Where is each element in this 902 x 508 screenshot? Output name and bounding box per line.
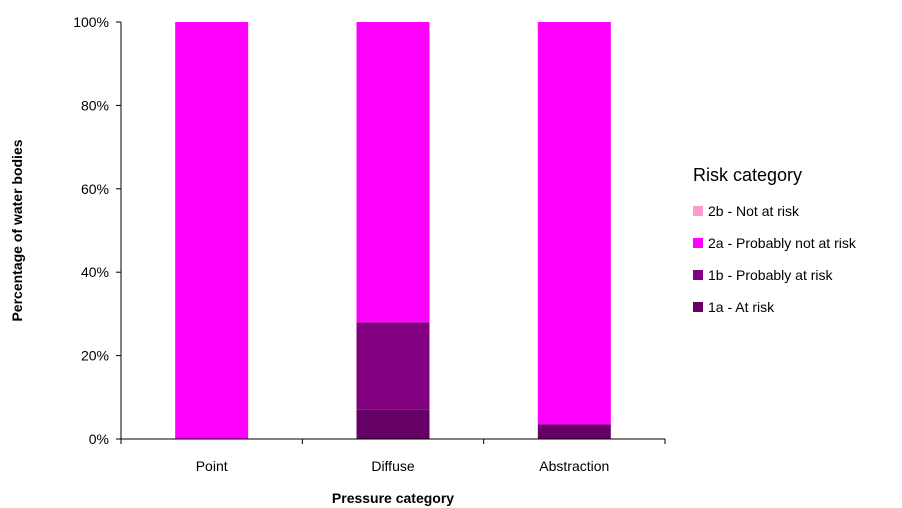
legend-title: Risk category — [693, 165, 802, 185]
legend-swatch-1a — [693, 302, 703, 312]
y-tick-label: 20% — [81, 348, 109, 364]
legend-swatch-2a — [693, 238, 703, 248]
x-ticks: Point Diffuse Abstraction — [120, 439, 666, 474]
bar-segment-1b — [356, 322, 430, 410]
y-tick-label: 80% — [81, 97, 109, 113]
bar-segment-1a — [356, 409, 430, 439]
legend-label-1a: 1a - At risk — [708, 299, 775, 315]
axes-layer: 0% 20% 40% 60% 80% 100% Point Diffuse Abstracti… — [73, 14, 666, 474]
y-tick-label: 60% — [81, 181, 109, 197]
y-tick-label: 40% — [81, 264, 109, 280]
bar-segment-2a — [356, 22, 430, 323]
legend-label-1b: 1b - Probably at risk — [708, 267, 833, 283]
bars-layer — [175, 22, 611, 439]
bar-segment-2a — [537, 22, 611, 425]
legend-swatch-1b — [693, 270, 703, 280]
x-tick-label: Diffuse — [371, 458, 415, 474]
y-tick-label: 0% — [89, 431, 109, 447]
y-axis-title: Percentage of water bodies — [9, 139, 25, 321]
legend: Risk category 2b - Not at risk 2a - Proba… — [693, 165, 857, 315]
x-axis-title: Pressure category — [332, 490, 454, 506]
bar-segment-2a — [175, 22, 249, 439]
bar-segment-1a — [537, 424, 611, 439]
legend-label-2b: 2b - Not at risk — [708, 203, 800, 219]
y-ticks: 0% 20% 40% 60% 80% 100% — [73, 14, 121, 447]
x-tick-label: Point — [196, 458, 228, 474]
x-tick-label: Abstraction — [539, 458, 609, 474]
y-tick-label: 100% — [73, 14, 109, 30]
legend-items: 2b - Not at risk 2a - Probably not at ris… — [693, 203, 857, 315]
legend-swatch-2b — [693, 206, 703, 216]
legend-label-2a: 2a - Probably not at risk — [708, 235, 857, 251]
